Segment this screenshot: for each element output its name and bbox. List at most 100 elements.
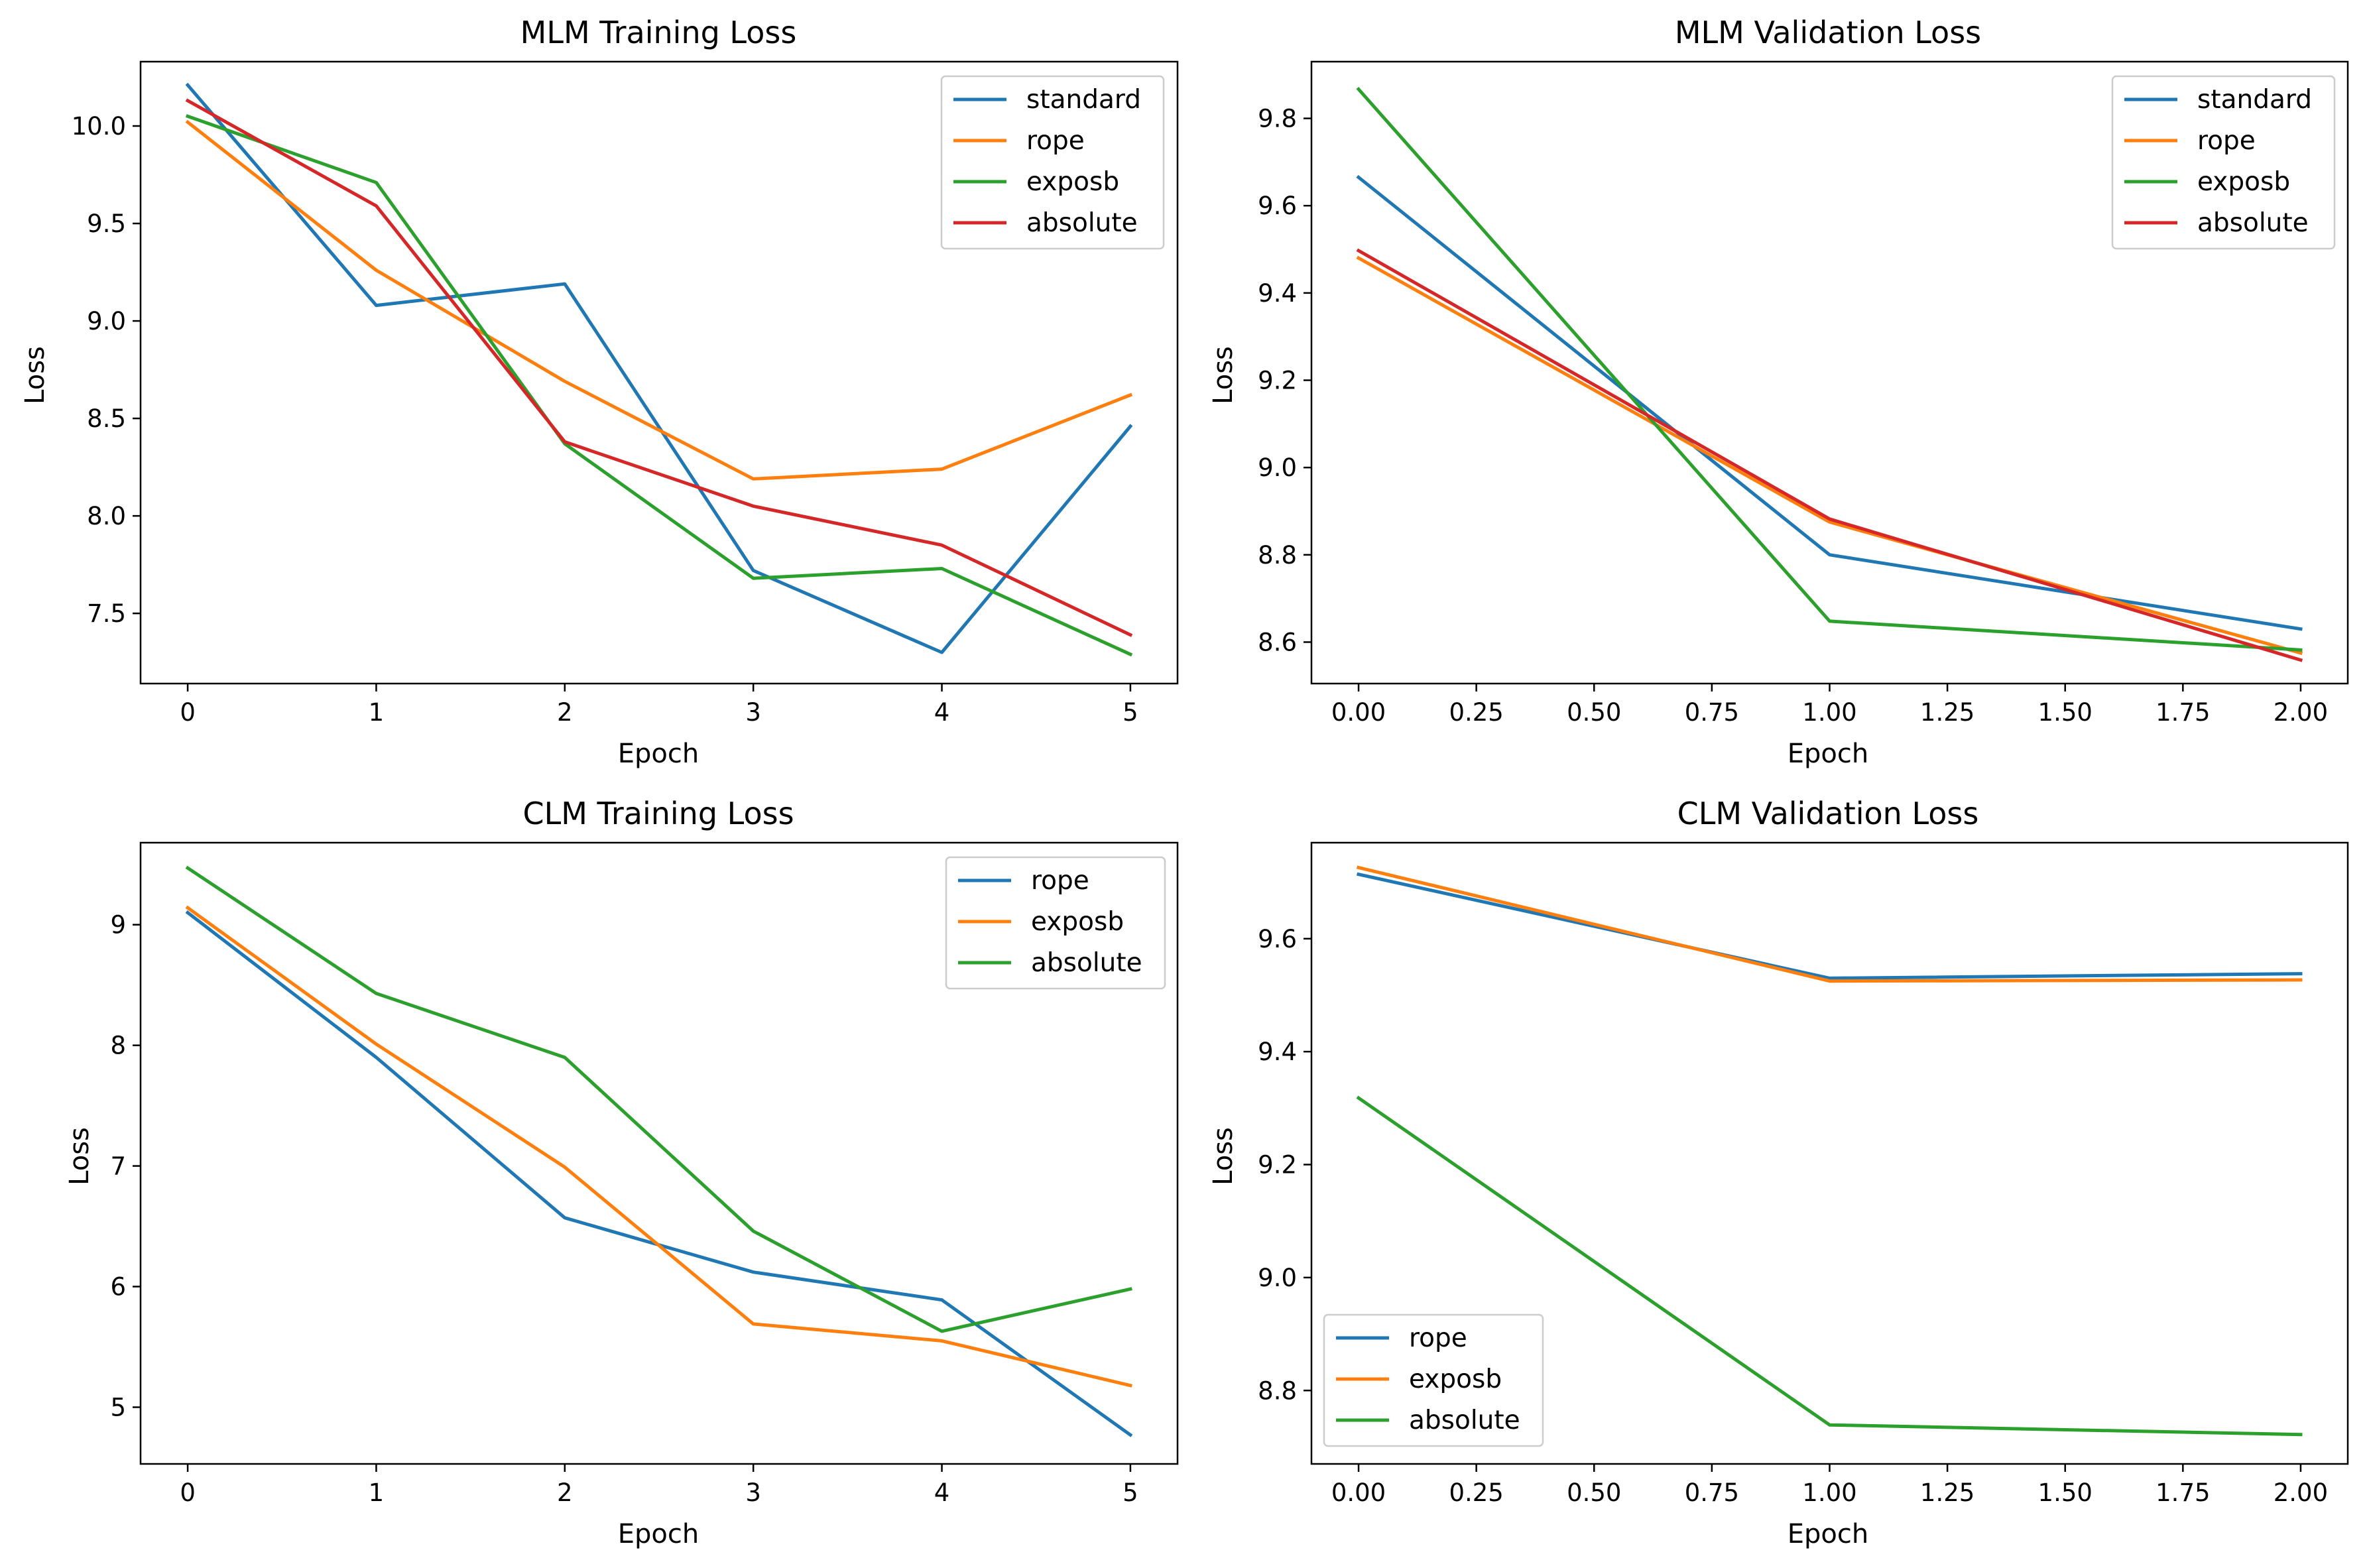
legend-label-rope: rope [1031, 866, 1089, 896]
panel-title: CLM Validation Loss [1677, 796, 1979, 831]
y-tick-label: 7 [110, 1152, 126, 1181]
legend: standard rope exposb absolute [940, 75, 1165, 250]
series-lines [1356, 86, 2303, 662]
legend-label-standard: standard [1026, 85, 1141, 115]
series-line-absolute [185, 865, 1132, 1333]
x-tick-label: 5 [1123, 1478, 1138, 1507]
y-tick-label: 5 [110, 1393, 126, 1421]
y-tick-label: 8.0 [87, 502, 126, 530]
x-tick-label: 1 [369, 1478, 385, 1507]
y-tick-label: 9.8 [1258, 105, 1297, 133]
x-tick-label: 4 [934, 698, 950, 727]
x-axis-label: Epoch [618, 1519, 699, 1549]
mlm-validation-loss-panel: MLM Validation Loss Epoch Loss 0.00 0.25 0… [1208, 15, 2349, 769]
y-tick-label: 9.0 [1258, 453, 1297, 482]
legend: rope exposb absolute [1323, 1313, 1544, 1447]
panel-title: MLM Validation Loss [1675, 15, 1981, 50]
x-tick-label: 0.75 [1685, 1478, 1739, 1507]
legend-label-exposb: exposb [2197, 167, 2290, 197]
x-tick-label: 1.25 [1920, 1478, 1974, 1507]
x-tick-label: 5 [1123, 698, 1138, 727]
legend-label-exposb: exposb [1031, 907, 1124, 937]
x-tick-label: 4 [934, 1478, 950, 1507]
series-line-rope [185, 119, 1133, 481]
y-tick-label: 9.5 [87, 210, 126, 238]
x-tick-label: 0.25 [1449, 698, 1503, 727]
legend-box [945, 856, 1166, 990]
x-tick-label: 2.00 [2274, 1478, 2328, 1507]
legend-label-rope: rope [2197, 126, 2256, 156]
clm-training-loss-panel: CLM Training Loss Epoch Loss 0 1 2 3 4 5 5 6 7 8 9… [64, 796, 1179, 1549]
y-tick-label: 9.2 [1258, 1151, 1297, 1179]
x-tick-label: 2.00 [2274, 698, 2328, 727]
x-tick-label: 1.75 [2155, 1478, 2210, 1507]
series-lines [185, 865, 1133, 1437]
y-tick-label: 6 [110, 1273, 126, 1301]
mlm-training-loss-panel: MLM Training Loss Epoch Loss 0 1 2 3 4 5 7.5 8.… [20, 15, 1179, 769]
y-axis-label: Loss [64, 1127, 95, 1185]
legend-label-absolute: absolute [2197, 208, 2309, 238]
x-tick-label: 0 [180, 1478, 196, 1507]
y-tick-label: 8.8 [1258, 1376, 1297, 1405]
series-line-absolute [1356, 248, 2303, 662]
axes-frame [139, 60, 1179, 685]
series-line-rope [1356, 255, 2303, 655]
legend-label-absolute: absolute [1031, 948, 1142, 978]
x-tick-label: 1.25 [1920, 698, 1974, 727]
x-tick-label: 1.00 [1802, 1478, 1856, 1507]
clm-validation-loss-panel: CLM Validation Loss Epoch Loss 0.00 0.25 0… [1208, 796, 2349, 1549]
series-line-exposb [1356, 86, 2303, 652]
series-line-absolute [1356, 1095, 2303, 1437]
y-axis-label: Loss [1208, 1127, 1239, 1185]
legend-box [940, 75, 1165, 250]
x-tick-label: 1.50 [2038, 1478, 2093, 1507]
legend-label-absolute: absolute [1026, 208, 1138, 238]
y-tick-label: 10.0 [72, 112, 126, 141]
y-tick-label: 9.4 [1258, 1038, 1297, 1066]
series-line-rope [1357, 872, 2303, 980]
y-tick-label: 9.6 [1258, 925, 1297, 953]
legend-label-standard: standard [2197, 85, 2312, 115]
legend-label-rope: rope [1409, 1323, 1467, 1353]
y-tick-label: 7.5 [87, 599, 126, 628]
x-axis-label: Epoch [1788, 1519, 1868, 1549]
legend: standard rope exposb absolute [2111, 75, 2336, 250]
series-lines [185, 82, 1133, 657]
y-tick-label: 9.4 [1258, 279, 1297, 308]
panel-title: CLM Training Loss [522, 796, 794, 831]
y-tick-label: 8.6 [1258, 628, 1297, 656]
axes-frame [139, 841, 1179, 1465]
y-tick-label: 9 [110, 911, 126, 939]
x-tick-label: 2 [557, 1478, 573, 1507]
y-tick-label: 8 [110, 1032, 126, 1060]
y-tick-label: 9.0 [87, 307, 126, 335]
legend-box [2111, 75, 2336, 250]
x-tick-label: 2 [557, 698, 573, 727]
x-tick-label: 0.00 [1331, 1478, 1386, 1507]
legend-label-absolute: absolute [1409, 1406, 1520, 1435]
series-line-exposb [185, 114, 1133, 657]
y-tick-label: 8.5 [87, 404, 126, 433]
series-line-standard [185, 82, 1133, 654]
series-line-standard [1356, 174, 2303, 631]
x-tick-label: 0.75 [1685, 698, 1739, 727]
y-axis-label: Loss [1208, 346, 1239, 404]
x-tick-label: 0.50 [1567, 1478, 1621, 1507]
series-line-exposb [1356, 865, 2303, 983]
legend-label-rope: rope [1026, 126, 1085, 156]
y-tick-label: 8.8 [1258, 541, 1297, 570]
series-line-absolute [185, 98, 1133, 637]
legend-label-exposb: exposb [1409, 1364, 1502, 1394]
x-tick-label: 1.00 [1802, 698, 1856, 727]
x-tick-label: 3 [745, 698, 761, 727]
series-lines [1356, 865, 2303, 1437]
y-tick-label: 9.6 [1258, 192, 1297, 220]
x-tick-label: 1.50 [2038, 698, 2093, 727]
panel-title: MLM Training Loss [520, 15, 797, 50]
y-axis-label: Loss [20, 346, 50, 404]
x-tick-label: 0.00 [1331, 698, 1386, 727]
legend-label-exposb: exposb [1026, 167, 1119, 197]
x-tick-label: 3 [745, 1478, 761, 1507]
